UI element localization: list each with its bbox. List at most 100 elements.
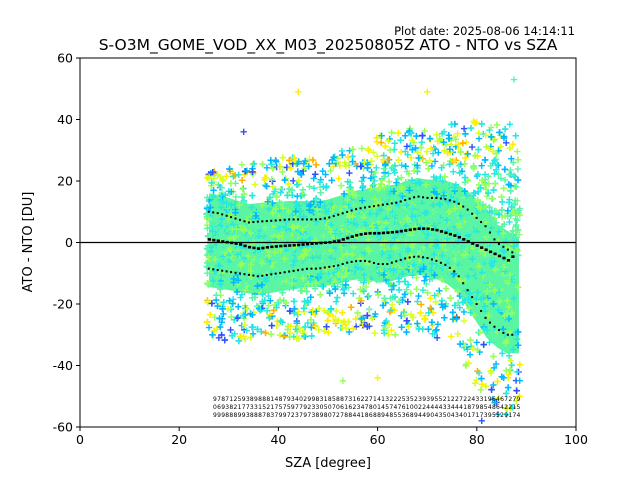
scatter-point (436, 135, 444, 143)
scatter-point (299, 327, 307, 334)
scatter-point (432, 327, 439, 334)
scatter-point (495, 307, 502, 314)
scatter-point (473, 252, 480, 259)
scatter-point (472, 256, 479, 264)
scatter-point (450, 228, 458, 236)
scatter-point (462, 288, 470, 295)
scatter-point (230, 279, 237, 286)
scatter-point (321, 327, 328, 335)
scatter-point (277, 189, 284, 196)
scatter-point (372, 310, 379, 318)
scatter-point (499, 230, 507, 237)
scatter-point (352, 315, 359, 323)
scatter-point (346, 147, 353, 154)
scatter-point (316, 178, 324, 186)
scatter-point (380, 245, 388, 253)
scatter-point (378, 139, 385, 146)
scatter-point (487, 124, 495, 131)
scatter-point (262, 224, 269, 231)
scatter-point (429, 150, 437, 157)
scatter-point (317, 189, 324, 196)
scatter-point (454, 141, 462, 148)
scatter-point (207, 248, 215, 255)
scatter-point (513, 387, 520, 394)
scatter-point (304, 280, 312, 287)
scatter-point (277, 276, 284, 283)
scatter-point (466, 351, 474, 358)
scatter-point (265, 292, 272, 300)
scatter-point (388, 250, 396, 257)
scatter-point (450, 168, 457, 175)
scatter-point (497, 175, 505, 182)
scatter-point (265, 265, 273, 273)
scatter-point (491, 170, 498, 177)
scatter-point (418, 139, 426, 146)
scatter-point (425, 309, 433, 316)
scatter-point (508, 209, 516, 216)
scatter-point (467, 199, 474, 207)
scatter-point (428, 275, 436, 282)
scatter-point (428, 162, 436, 170)
scatter-point (502, 268, 509, 275)
scatter-point (329, 312, 337, 320)
scatter-point (351, 208, 358, 215)
scatter-point (378, 132, 385, 139)
scatter-point (223, 200, 230, 207)
scatter-point (467, 299, 475, 306)
scatter-point (495, 162, 502, 169)
scatter-point (252, 267, 260, 274)
scatter-point (210, 193, 217, 200)
scatter-point (450, 213, 458, 220)
scatter-point (265, 302, 272, 309)
scatter-point (317, 291, 324, 299)
scatter-point (419, 232, 427, 240)
scatter-point (400, 243, 408, 251)
scatter-point (395, 156, 402, 164)
scatter-point (315, 326, 322, 333)
scatter-point (495, 211, 503, 218)
scatter-point (419, 287, 427, 294)
scatter-point (510, 159, 517, 166)
scatter-point (402, 222, 409, 229)
scatter-point (470, 189, 477, 197)
scatter-point (475, 146, 482, 153)
scatter-point (370, 149, 377, 156)
scatter-point (485, 312, 492, 319)
scatter-point (281, 332, 288, 339)
scatter-point (498, 277, 505, 285)
scatter-point (417, 144, 425, 151)
scatter-point (427, 295, 434, 302)
scatter-point (478, 278, 485, 285)
scatter-point (484, 327, 491, 334)
scatter-point (500, 185, 508, 192)
scatter-point (488, 386, 495, 393)
scatter-point (460, 125, 468, 132)
scatter-point (308, 324, 315, 331)
scatter-point (411, 261, 418, 269)
scatter-point (491, 157, 498, 164)
scatter-point (340, 190, 348, 198)
scatter-point (218, 184, 225, 191)
scatter-point (385, 178, 393, 185)
scatter-point (251, 286, 259, 293)
scatter-point (402, 162, 409, 170)
scatter-point (385, 321, 393, 328)
scatter-point (497, 143, 504, 150)
scatter-point (494, 161, 501, 168)
scatter-point (314, 224, 322, 231)
scatter-point (365, 306, 373, 313)
scatter-point (337, 275, 345, 282)
scatter-point (274, 229, 281, 236)
scatter-point (436, 206, 443, 214)
scatter-point (328, 177, 335, 184)
scatter-point (509, 141, 517, 148)
scatter-point (350, 290, 357, 297)
scatter-point (295, 207, 303, 215)
scatter-point (218, 215, 225, 223)
scatter-point (501, 176, 509, 184)
scatter-point (319, 167, 326, 175)
scatter-point (405, 323, 412, 331)
scatter-point (431, 185, 439, 192)
scatter-point (472, 251, 479, 258)
scatter-point (335, 175, 342, 182)
